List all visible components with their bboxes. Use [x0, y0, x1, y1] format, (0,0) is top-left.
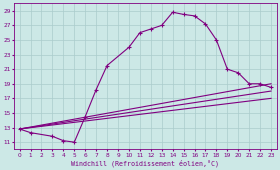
- X-axis label: Windchill (Refroidissement éolien,°C): Windchill (Refroidissement éolien,°C): [71, 159, 219, 167]
